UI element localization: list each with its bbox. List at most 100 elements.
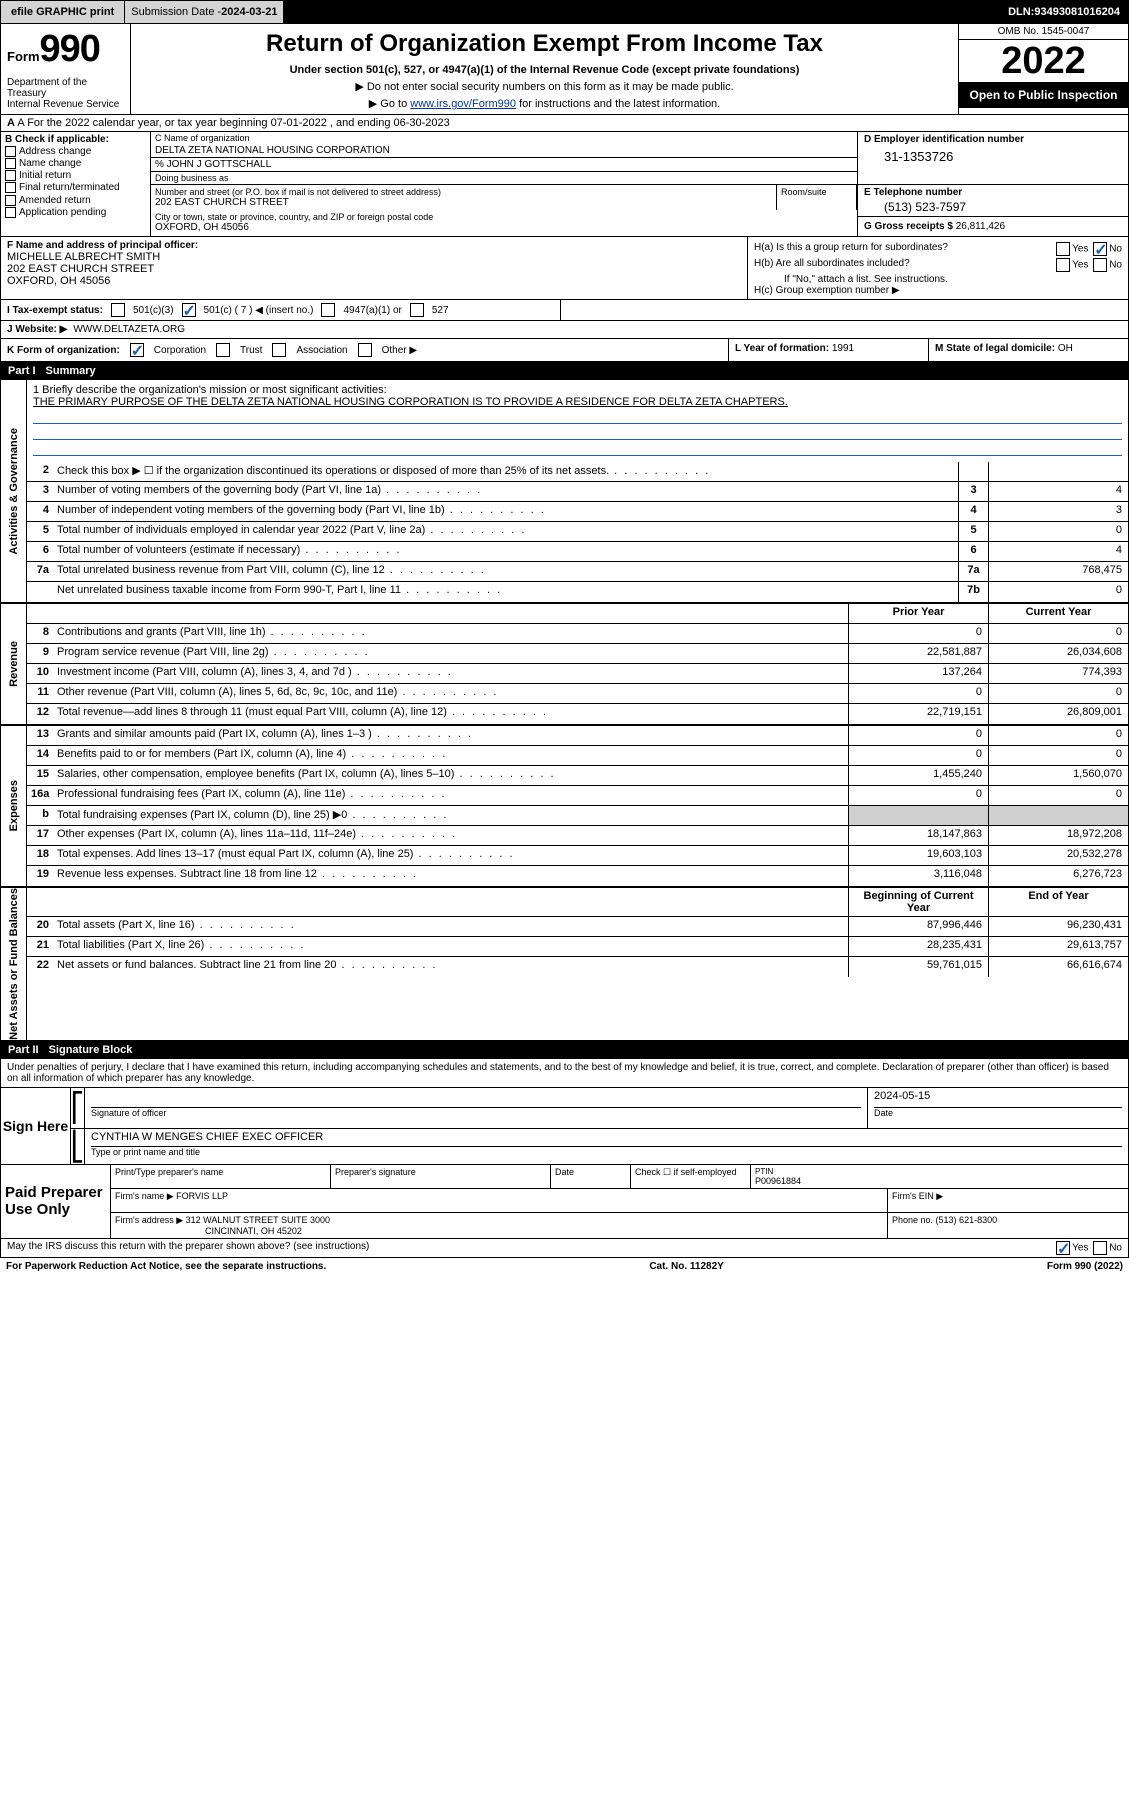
dba-label: Doing business as	[151, 171, 857, 184]
line-9: 9 Program service revenue (Part VIII, li…	[27, 644, 1128, 664]
paid-preparer-label: Paid Preparer Use Only	[1, 1165, 111, 1238]
line-10: 10 Investment income (Part VIII, column …	[27, 664, 1128, 684]
tax-year: 2022	[959, 40, 1128, 82]
gross-receipts: G Gross receipts $ 26,811,426	[858, 216, 1128, 236]
signature-block: Under penalties of perjury, I declare th…	[0, 1059, 1129, 1239]
col-c: C Name of organization DELTA ZETA NATION…	[151, 132, 1128, 236]
state-domicile: M State of legal domicile: OH	[928, 339, 1128, 361]
section-governance: Activities & Governance 1 Briefly descri…	[0, 380, 1129, 604]
group-return: H(a) Is this a group return for subordin…	[748, 237, 1128, 299]
principal-officer: F Name and address of principal officer:…	[1, 237, 748, 299]
revenue-header: Prior YearCurrent Year	[27, 604, 1128, 624]
chk-amended-return[interactable]: Amended return	[5, 195, 146, 206]
line-7a: 7a Total unrelated business revenue from…	[27, 562, 1128, 582]
line-4: 4 Number of independent voting members o…	[27, 502, 1128, 522]
chk-initial-return[interactable]: Initial return	[5, 170, 146, 181]
hb-label: H(b) Are all subordinates included?	[754, 258, 910, 272]
line-21: 21 Total liabilities (Part X, line 26) 2…	[27, 937, 1128, 957]
hb-note: If "No," attach a list. See instructions…	[754, 274, 1122, 285]
chk-527[interactable]	[410, 303, 424, 317]
org-name-box: C Name of organization DELTA ZETA NATION…	[151, 132, 858, 184]
paperwork-notice: For Paperwork Reduction Act Notice, see …	[6, 1261, 326, 1272]
form-subtitle: Under section 501(c), 527, or 4947(a)(1)…	[139, 64, 950, 76]
firm-name: Firm's name ▶ FORVIS LLP	[111, 1189, 888, 1212]
line-b: b Total fundraising expenses (Part IX, c…	[27, 806, 1128, 826]
form-title: Return of Organization Exempt From Incom…	[139, 30, 950, 58]
chk-association[interactable]	[272, 343, 286, 357]
website-value: WWW.DELTAZETA.ORG	[73, 324, 185, 335]
ein-value: 31-1353726	[864, 145, 1122, 164]
org-name: DELTA ZETA NATIONAL HOUSING CORPORATION	[151, 144, 857, 157]
ha-yes[interactable]	[1056, 242, 1070, 256]
firm-address: Firm's address ▶ 312 WALNUT STREET SUITE…	[111, 1213, 888, 1238]
discuss-yes[interactable]	[1056, 1241, 1070, 1255]
ha-label: H(a) Is this a group return for subordin…	[754, 242, 948, 256]
row-i: I Tax-exempt status: 501(c)(3) 501(c) ( …	[0, 300, 1129, 321]
department: Department of the Treasury Internal Reve…	[7, 77, 124, 110]
open-inspection: Open to Public Inspection	[959, 82, 1128, 108]
chk-trust[interactable]	[216, 343, 230, 357]
row-a-period: A A For the 2022 calendar year, or tax y…	[0, 115, 1129, 132]
preparer-sig-hdr: Preparer's signature	[331, 1165, 551, 1188]
ein-box: D Employer identification number 31-1353…	[858, 132, 1128, 184]
line-16a: 16a Professional fundraising fees (Part …	[27, 786, 1128, 806]
section-net-assets: Net Assets or Fund Balances Beginning of…	[0, 888, 1129, 1041]
ha-no[interactable]	[1093, 242, 1107, 256]
preparer-date-hdr: Date	[551, 1165, 631, 1188]
discuss-row: May the IRS discuss this return with the…	[0, 1239, 1129, 1258]
irs-link[interactable]: www.irs.gov/Form990	[410, 98, 516, 110]
line-2: 2 Check this box ▶ ☐ if the organization…	[27, 462, 1128, 482]
sidebar-revenue: Revenue	[1, 604, 27, 724]
mission-text: THE PRIMARY PURPOSE OF THE DELTA ZETA NA…	[33, 396, 1122, 408]
efile-print-button[interactable]: efile GRAPHIC print	[1, 1, 125, 23]
line-6: 6 Total number of volunteers (estimate i…	[27, 542, 1128, 562]
part-2-header: Part IISignature Block	[0, 1041, 1129, 1059]
net-header: Beginning of Current YearEnd of Year	[27, 888, 1128, 917]
chk-4947[interactable]	[321, 303, 335, 317]
line-15: 15 Salaries, other compensation, employe…	[27, 766, 1128, 786]
line-5: 5 Total number of individuals employed i…	[27, 522, 1128, 542]
chk-final-return[interactable]: Final return/terminated	[5, 182, 146, 193]
telephone-box: E Telephone number (513) 523-7597	[858, 185, 1128, 216]
row-k: K Form of organization: Corporation Trus…	[0, 339, 1129, 362]
sidebar-net: Net Assets or Fund Balances	[1, 888, 27, 1040]
signature-date: 2024-05-15	[874, 1090, 1122, 1108]
declaration-text: Under penalties of perjury, I declare th…	[1, 1059, 1128, 1087]
row-j: J Website: ▶ WWW.DELTAZETA.ORG	[0, 321, 1129, 339]
care-of: % JOHN J GOTTSCHALL	[151, 157, 857, 171]
city-label: City or town, state or province, country…	[155, 212, 853, 222]
chk-name-change[interactable]: Name change	[5, 158, 146, 169]
omb-number: OMB No. 1545-0047	[959, 24, 1128, 40]
line-8: 8 Contributions and grants (Part VIII, l…	[27, 624, 1128, 644]
chk-address-change[interactable]: Address change	[5, 146, 146, 157]
website-label: J Website: ▶	[7, 324, 67, 335]
mission-block: 1 Briefly describe the organization's mi…	[27, 380, 1128, 462]
chk-other[interactable]	[358, 343, 372, 357]
discuss-text: May the IRS discuss this return with the…	[7, 1241, 369, 1255]
section-revenue: Revenue Prior YearCurrent Year 8 Contrib…	[0, 604, 1129, 726]
telephone-value: (513) 523-7597	[864, 198, 1122, 214]
chk-application-pending[interactable]: Application pending	[5, 207, 146, 218]
print-name-label: Type or print name and title	[91, 1147, 1122, 1157]
hb-no[interactable]	[1093, 258, 1107, 272]
self-employed-chk[interactable]: Check ☐ if self-employed	[631, 1165, 751, 1188]
officer-print-name: CYNTHIA W MENGES CHIEF EXEC OFFICER	[91, 1131, 1122, 1147]
sidebar-governance: Activities & Governance	[1, 380, 27, 602]
tax-exempt-status: I Tax-exempt status: 501(c)(3) 501(c) ( …	[1, 300, 561, 320]
header-mid: Return of Organization Exempt From Incom…	[131, 24, 958, 114]
submission-date: Submission Date - 2024-03-21	[125, 1, 284, 23]
line-12: 12 Total revenue—add lines 8 through 11 …	[27, 704, 1128, 724]
sign-here-label: Sign Here	[1, 1088, 71, 1164]
page-footer: For Paperwork Reduction Act Notice, see …	[0, 1258, 1129, 1275]
address-box: Number and street (or P.O. box if mail i…	[151, 185, 858, 236]
chk-501c[interactable]	[182, 303, 196, 317]
discuss-no[interactable]	[1093, 1241, 1107, 1255]
chk-501c3[interactable]	[111, 303, 125, 317]
hb-yes[interactable]	[1056, 258, 1070, 272]
form-ref: Form 990 (2022)	[1047, 1261, 1123, 1272]
chk-corporation[interactable]	[130, 343, 144, 357]
officer-addr1: 202 EAST CHURCH STREET	[7, 263, 741, 275]
hc-label: H(c) Group exemption number ▶	[754, 285, 1122, 296]
col-b-header: B Check if applicable:	[5, 134, 146, 145]
topbar: efile GRAPHIC print Submission Date - 20…	[0, 0, 1129, 24]
